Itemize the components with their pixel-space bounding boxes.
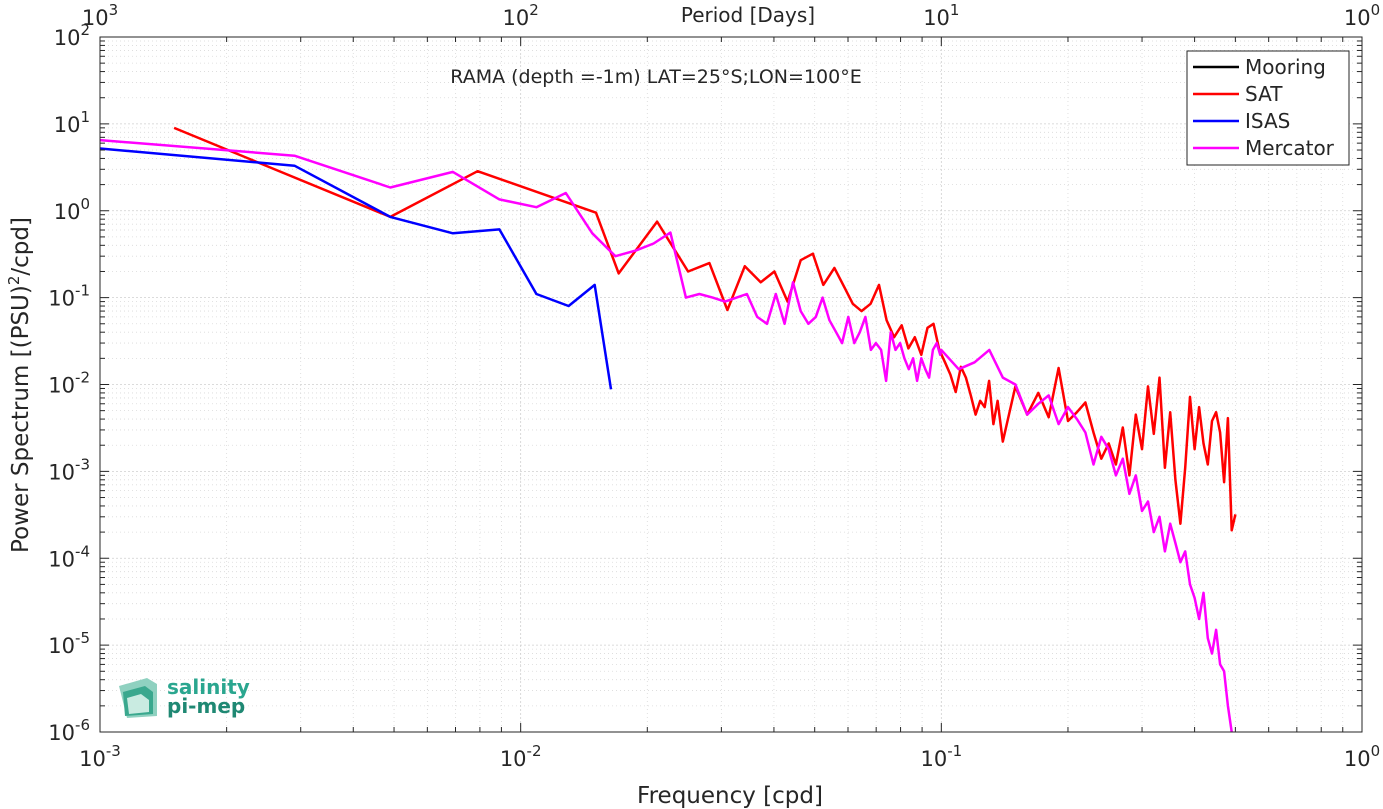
x-tick-label: 10-1 xyxy=(920,742,962,771)
chart-title: RAMA (depth =-1m) LAT=25°S;LON=100°E xyxy=(450,66,861,88)
top-tick-label: 100 xyxy=(1344,1,1380,30)
legend-label-isas: ISAS xyxy=(1245,109,1290,133)
legend-box xyxy=(1186,50,1350,166)
series-mercator-line xyxy=(99,138,1233,733)
x-tick-label: 100 xyxy=(1344,742,1380,771)
x-tick-label: 10-2 xyxy=(500,742,542,771)
series-isas-line xyxy=(99,147,613,390)
top-tick-label: 102 xyxy=(503,1,539,30)
legend-label-mercator: Mercator xyxy=(1245,136,1335,160)
y-axis-label: Power Spectrum [(PSU)2/cpd] xyxy=(5,217,34,553)
logo-wave-front xyxy=(127,694,149,714)
top-tick-label: 101 xyxy=(923,1,959,30)
legend: Mooring SAT ISAS Mercator xyxy=(1186,50,1350,166)
logo-text-pi-mep: pi-mep xyxy=(167,694,245,718)
y-tick-label: 101 xyxy=(54,108,90,137)
y-tick-label: 10-3 xyxy=(48,455,90,484)
y-tick-label: 10-2 xyxy=(48,369,90,398)
y-tick-label: 102 xyxy=(54,21,90,50)
x-tick-label: 10-3 xyxy=(79,742,121,771)
x-axis-label: Frequency [cpd] xyxy=(637,783,823,809)
y-tick-label: 10-1 xyxy=(48,282,90,311)
top-axis-label: Period [Days] xyxy=(681,3,815,27)
y-tick-label: 10-4 xyxy=(48,542,90,571)
y-tick-label: 100 xyxy=(54,195,90,224)
legend-label-sat: SAT xyxy=(1245,82,1283,106)
series-layer xyxy=(99,126,1237,733)
top-tick-label: 103 xyxy=(82,1,118,30)
logo-text-salinity: salinity xyxy=(167,675,250,699)
y-tick-label: 10-5 xyxy=(48,629,90,658)
legend-label-mooring: Mooring xyxy=(1245,55,1326,79)
salinity-pi-mep-logo: salinity pi-mep xyxy=(119,675,250,718)
y-tick-label: 10-6 xyxy=(48,716,90,745)
series-sat-line xyxy=(173,126,1237,532)
